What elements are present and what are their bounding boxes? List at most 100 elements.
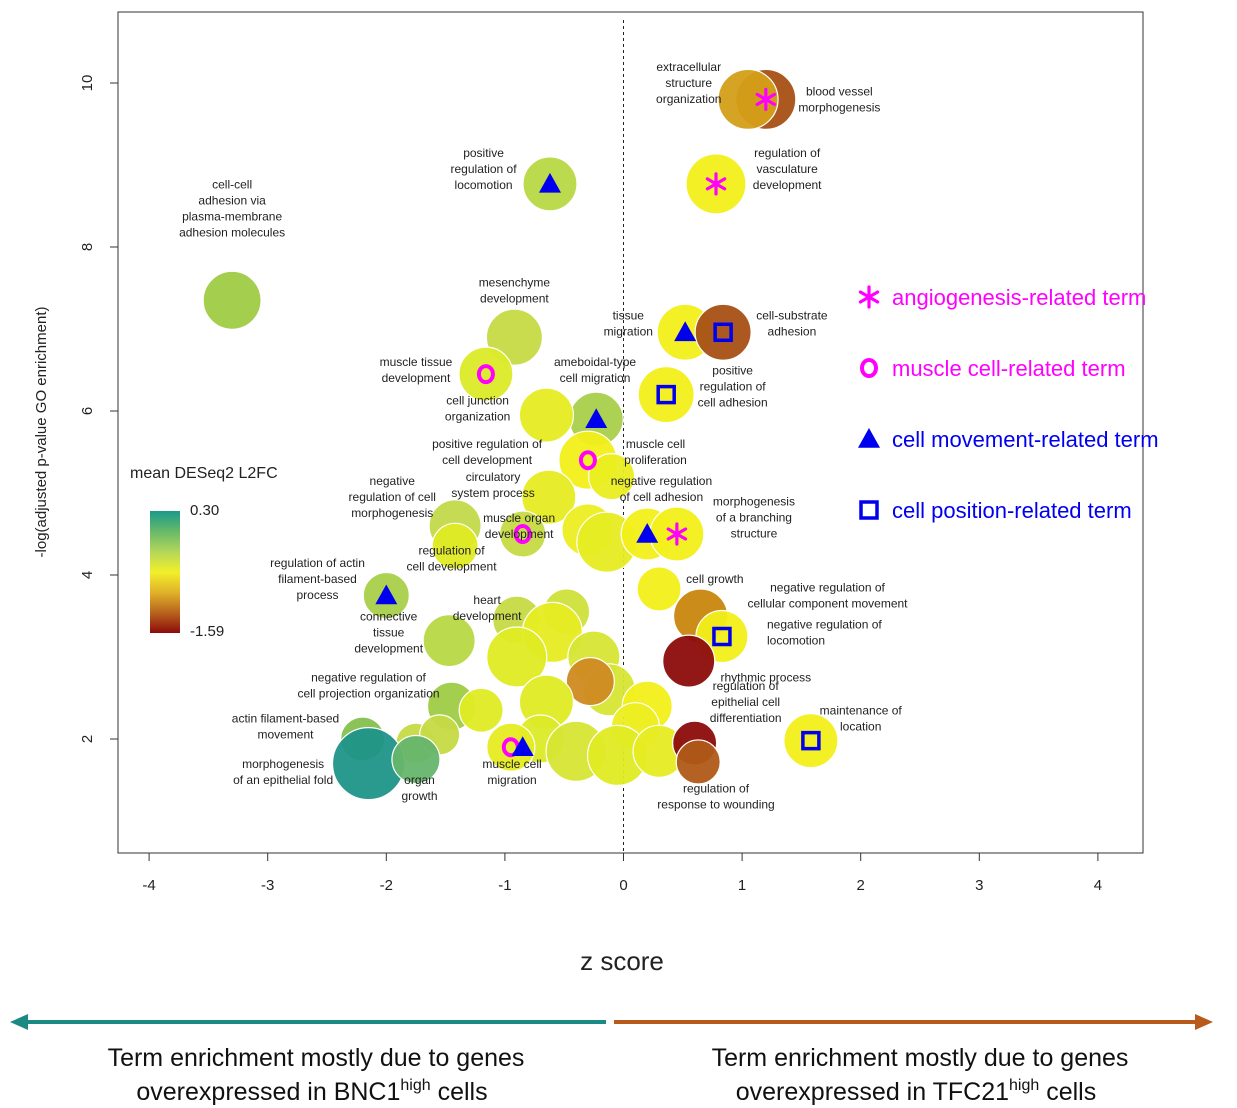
y-tick-label: 2 [79, 735, 96, 743]
circle-marker [476, 364, 495, 385]
x-tick-label: -3 [261, 877, 274, 894]
colorbar-max-label: 0.30 [190, 502, 219, 519]
footer-right-line2: overexpressed in TFC21high cells [736, 1077, 1097, 1106]
term-label: muscle organ development [483, 511, 555, 541]
square-marker [859, 500, 879, 520]
go-term-bubble: gland development [458, 687, 504, 733]
legend-label: cell position-related term [892, 498, 1132, 523]
footer-right-line1: Term enrichment mostly due to genes [712, 1044, 1129, 1072]
go-term-bubble: cell junction organization [518, 387, 575, 443]
asterisk-marker [858, 285, 880, 309]
legend-entry: angiogenesis-related term [858, 285, 1146, 310]
x-tick-label: 3 [975, 877, 983, 894]
legend-entry: cell movement-related term [858, 427, 1159, 452]
y-tick-label: 6 [79, 407, 96, 415]
term-label: heart development [453, 593, 522, 623]
footer-left-line2-post: cells [431, 1078, 488, 1106]
term-label: morphogenesis of an epithelial fold [233, 757, 333, 787]
x-tick-label: -2 [380, 877, 393, 894]
x-tick-label: -1 [498, 877, 511, 894]
triangle-marker [674, 321, 697, 342]
term-label: negative regulation of cellular component… [747, 581, 908, 611]
term-label: regulation of response to wounding [657, 781, 774, 811]
triangle-marker [585, 408, 608, 428]
x-tick-label: 2 [857, 877, 865, 894]
go-term-bubble: maintenance of location [783, 713, 839, 769]
go-term-bubble: circulatory system process [521, 469, 577, 525]
term-label: ameboidal-type cell migration [554, 355, 636, 385]
square-marker [713, 322, 733, 343]
term-label: blood vessel morphogenesis [798, 84, 880, 114]
footer-left-line2-pre: overexpressed in BNC1 [136, 1078, 400, 1106]
x-tick-label: 4 [1094, 877, 1102, 894]
footer-right-sup: high [1009, 1077, 1039, 1094]
footer-right-line2-post: cells [1039, 1078, 1096, 1106]
footer: Term enrichment mostly due to genes over… [10, 1014, 1213, 1106]
asterisk-marker [705, 172, 727, 196]
y-axis-title: -log(adjusted p-value GO enrichment) [33, 307, 50, 558]
term-label: regulation of cell development [406, 544, 497, 574]
term-label: rhythmic process [720, 671, 811, 685]
go-term-bubble: connective tissue development [422, 613, 476, 668]
term-label: negative regulation of locomotion [767, 617, 882, 647]
colorbar-min-label: -1.59 [190, 623, 224, 640]
colorbar: mean DESeq2 L2FC 0.30 -1.59 [130, 465, 278, 640]
y-tick-label: 10 [79, 75, 96, 92]
circle-marker [578, 450, 597, 471]
term-label: negative regulation of cell morphogenesis [349, 474, 436, 520]
x-axis-title: z score [580, 946, 664, 976]
go-term-bubble: muscle cell proliferation [588, 453, 636, 501]
term-annotations: extracellular structure organizationblood … [179, 60, 908, 811]
term-label: extracellular structure organization [656, 60, 721, 106]
term-label: regulation of epithelial cell differentiat… [710, 679, 782, 725]
term-label: negative regulation of cell adhesion [611, 474, 712, 504]
term-label: morphogenesis of a branching structure [713, 495, 795, 541]
footer-left-line1: Term enrichment mostly due to genes [108, 1044, 525, 1072]
triangle-marker [858, 428, 880, 448]
square-marker [801, 730, 821, 751]
triangle-marker [375, 584, 398, 605]
legend-label: muscle cell-related term [892, 356, 1126, 381]
go-term-bubble: muscle organ development [499, 510, 547, 558]
square-marker [656, 384, 676, 405]
legend-label: cell movement-related term [892, 427, 1159, 452]
footer-left-sup: high [400, 1077, 430, 1094]
go-term-bubble: organ growth [391, 734, 441, 785]
y-tick-label: 4 [79, 571, 96, 579]
footer-left-line2: overexpressed in BNC1high cells [136, 1077, 487, 1106]
go-term-bubble: muscle tissue development [458, 346, 514, 402]
term-markers [375, 87, 821, 758]
y-axis-ticks: 2 4 6 8 10 [79, 75, 118, 743]
legend-label: angiogenesis-related term [892, 285, 1146, 310]
circle-marker [513, 524, 532, 544]
x-tick-label: -4 [142, 877, 155, 894]
go-term-bubble: response to wounding [486, 626, 548, 688]
right-arrowhead [1195, 1014, 1213, 1030]
term-label: circulatory system process [451, 470, 534, 500]
go-term-bubble: rhythmic process [662, 634, 716, 688]
go-term-bubble: cell growth [636, 566, 682, 612]
go-term-bubble: response to hypoxia [565, 656, 615, 707]
legend-entry: muscle cell-related term [860, 356, 1126, 381]
go-term-bubble: positive regulation of cell junction adh… [637, 366, 695, 424]
plot-frame [117, 11, 1144, 854]
term-label: positive regulation of cell development [432, 437, 543, 467]
term-label: cell-substrate adhesion [756, 308, 828, 338]
x-axis-ticks: -4 -3 -2 -1 0 1 2 3 4 [142, 853, 1102, 894]
data-points: blood vessel morphogenesisextracellular … [202, 68, 839, 801]
colorbar-gradient [150, 511, 180, 633]
go-term-bubble: regulation of cell development [431, 522, 479, 570]
go-term-bubble: extracellular structure organization [717, 68, 779, 131]
go-term-bubble: muscle cell migration [486, 722, 536, 772]
term-label: organ growth [401, 773, 437, 803]
triangle-marker [511, 736, 534, 756]
x-tick-label: 1 [738, 877, 746, 894]
term-label: cell growth [686, 572, 743, 586]
asterisk-marker [666, 522, 688, 546]
colorbar-title: mean DESeq2 L2FC [130, 465, 278, 482]
term-label: muscle cell proliferation [624, 437, 687, 467]
go-term-bubble: cell-cell adhesion via plasma-membrane a… [202, 270, 262, 330]
left-arrowhead [10, 1014, 28, 1030]
go-term-bubble: cell-substrate adhesion [694, 303, 752, 361]
